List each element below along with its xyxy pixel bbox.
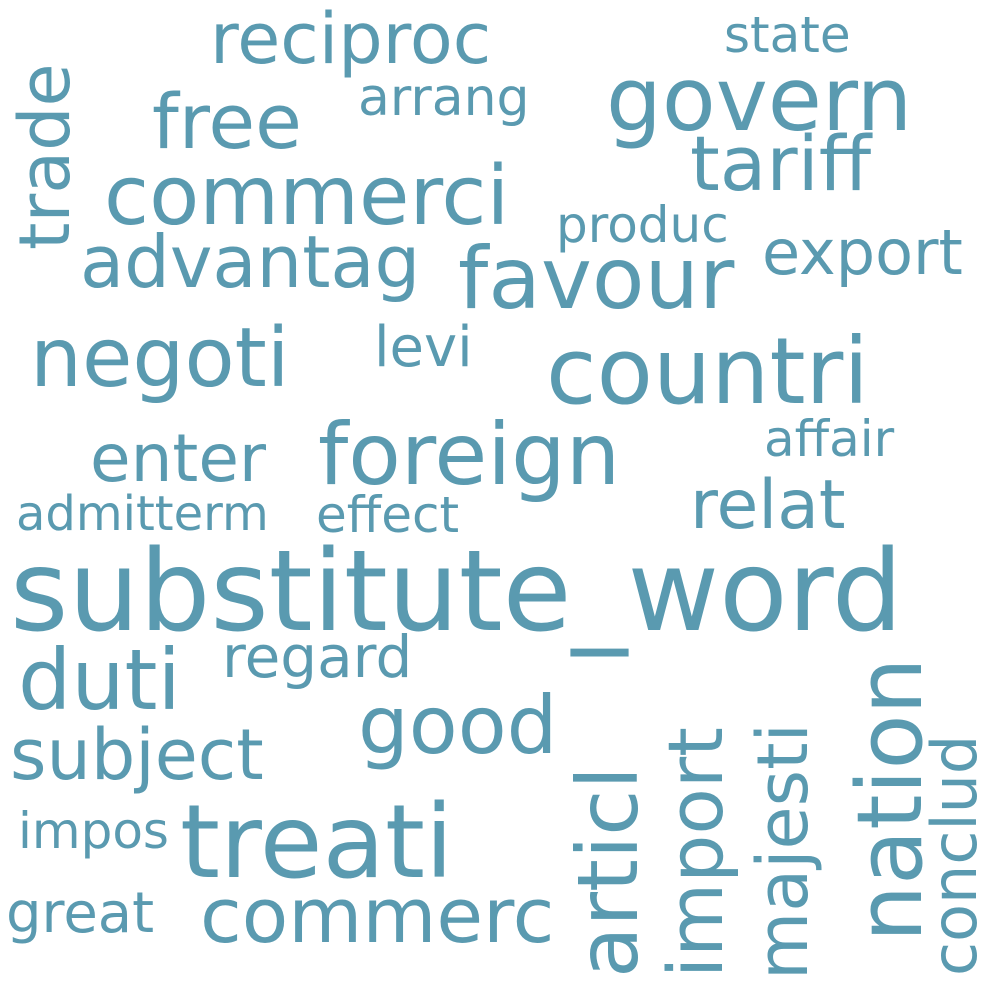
word-export: export (762, 216, 963, 289)
word-commerci: commerci (104, 149, 510, 244)
word-substitute-word: substitute_word (10, 527, 903, 657)
word-foreign: foreign (318, 405, 621, 505)
word-relat: relat (690, 466, 846, 545)
word-govern: govern (606, 48, 913, 151)
word-favour: favour (458, 229, 735, 329)
word-impos: impos (18, 802, 169, 860)
word-good: good (358, 679, 558, 772)
word-trade: trade (4, 63, 86, 250)
word-import: import (651, 727, 740, 978)
word-affair: affair (764, 410, 895, 468)
word-great: great (6, 881, 155, 946)
word-commerc: commerc (200, 871, 555, 960)
word-tariff: tariff (690, 119, 872, 208)
word-articl: articl (559, 766, 657, 978)
word-admitterm: admitterm (16, 486, 269, 542)
word-produc: produc (556, 196, 729, 254)
word-state: state (724, 6, 851, 64)
word-arrang: arrang (358, 68, 530, 128)
word-effect: effect (316, 486, 460, 544)
word-levi: levi (374, 315, 473, 380)
word-free: free (152, 77, 302, 166)
word-conclud: conclud (918, 734, 991, 976)
word-advantag: advantag (80, 220, 421, 304)
word-enter: enter (90, 420, 267, 497)
word-treati: treati (180, 783, 454, 902)
word-countri: countri (546, 318, 869, 425)
word-majesti: majesti (742, 723, 824, 980)
word-regard: regard (222, 623, 413, 691)
word-reciproc: reciproc (210, 0, 492, 80)
word-duti: duti (18, 631, 181, 729)
word-subject: subject (10, 714, 264, 796)
word-negoti: negoti (30, 311, 290, 406)
